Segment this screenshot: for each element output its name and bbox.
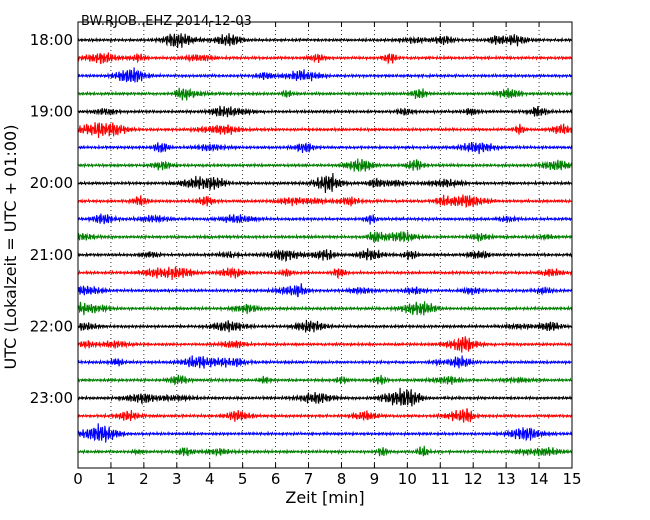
- x-tick-label: 5: [238, 470, 248, 488]
- x-tick-label: 6: [271, 470, 281, 488]
- seismic-trace: [77, 231, 573, 243]
- x-tick-label: 7: [304, 470, 314, 488]
- seismic-trace: [77, 87, 573, 101]
- y-tick-label: 22:00: [30, 317, 73, 335]
- x-tick-label: 1: [106, 470, 116, 488]
- x-tick-label: 2: [139, 470, 149, 488]
- seismic-trace: [77, 248, 573, 262]
- y-tick-label: 19:00: [30, 103, 73, 121]
- y-tick-label: 23:00: [30, 389, 73, 407]
- y-tick-label: 20:00: [30, 174, 73, 192]
- seismic-trace: [77, 301, 573, 316]
- seismic-trace: [77, 213, 573, 225]
- seismic-trace: [77, 387, 573, 407]
- seismic-trace: [77, 266, 573, 280]
- x-tick-label: 15: [562, 470, 581, 488]
- x-tick-label: 0: [73, 470, 83, 488]
- seismic-trace: [77, 33, 573, 48]
- x-tick-label: 10: [398, 470, 417, 488]
- chart-title: BW.RJOB..EHZ 2014-12-03: [81, 14, 252, 29]
- seismic-traces: [77, 33, 573, 457]
- seismic-trace: [77, 67, 573, 83]
- x-tick-label: 9: [370, 470, 380, 488]
- axis-ticks: [77, 22, 573, 468]
- x-tick-label: 4: [205, 470, 215, 488]
- x-tick-label: 14: [530, 470, 549, 488]
- seismic-trace: [77, 105, 573, 118]
- seismic-trace: [77, 52, 573, 65]
- seismic-trace: [77, 283, 573, 298]
- seismic-trace: [77, 336, 573, 353]
- x-tick-label: 3: [172, 470, 182, 488]
- seismic-trace: [77, 355, 573, 369]
- x-tick-label: 13: [497, 470, 516, 488]
- seismic-trace: [77, 374, 573, 386]
- x-axis-label: Zeit [min]: [285, 488, 364, 507]
- x-tick-label: 8: [337, 470, 347, 488]
- seismic-trace: [77, 423, 573, 443]
- seismic-trace: [77, 194, 573, 208]
- x-tick-labels: 0 1 2 3 4 5 6 7 8 9 10 11 12 13 14 15: [73, 470, 581, 488]
- seismic-trace: [77, 122, 573, 138]
- x-tick-label: 11: [431, 470, 450, 488]
- y-tick-labels: 18:00 19:00 20:00 21:00 22:00 23:00: [30, 31, 73, 407]
- seismic-trace: [77, 141, 573, 155]
- y-tick-label: 18:00: [30, 31, 73, 49]
- seismic-trace: [77, 158, 573, 173]
- seismic-trace: [77, 445, 573, 457]
- plot-frame: [77, 21, 573, 469]
- seismic-trace: [77, 173, 573, 193]
- y-tick-label: 21:00: [30, 246, 73, 264]
- seismic-trace: [77, 408, 573, 423]
- seismic-trace: [77, 319, 573, 333]
- x-tick-label: 12: [464, 470, 483, 488]
- grid-lines: [110, 22, 540, 468]
- y-axis-label: UTC (Lokalzeit = UTC + 01:00): [1, 125, 20, 370]
